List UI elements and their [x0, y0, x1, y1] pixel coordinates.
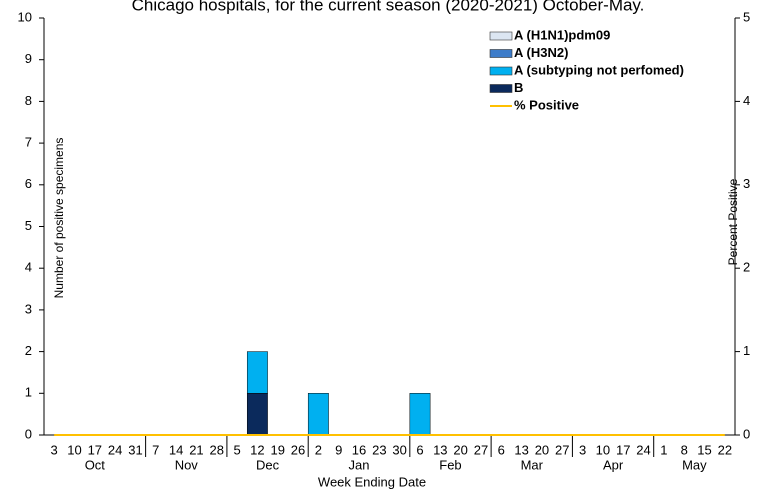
x-tick-label: 24 [636, 442, 650, 457]
y-tick-label: 3 [25, 301, 32, 316]
x-tick-label: 12 [250, 442, 264, 457]
x-tick-label: 28 [210, 442, 224, 457]
bar-segment [246, 351, 268, 394]
legend-swatch [489, 66, 513, 76]
y-tick-label: 0 [25, 426, 32, 441]
x-tick-label: 5 [233, 442, 240, 457]
x-group-label: Mar [521, 457, 544, 472]
x-tick-label: 21 [189, 442, 203, 457]
legend-label: % Positive [514, 97, 579, 112]
y-tick-label: 7 [25, 135, 32, 150]
x-group-label: May [682, 457, 707, 472]
x-group-label: Feb [439, 457, 461, 472]
x-tick-label: 26 [291, 442, 305, 457]
legend-swatch [489, 49, 513, 58]
y2-tick-label: 3 [743, 176, 750, 191]
x-tick-label: 9 [335, 442, 342, 457]
x-group-label: Jan [349, 457, 370, 472]
x-tick-label: 14 [169, 442, 183, 457]
x-tick-label: 27 [555, 442, 569, 457]
y-tick-label: 1 [25, 385, 32, 400]
x-tick-label: 20 [535, 442, 549, 457]
x-tick-label: 31 [128, 442, 142, 457]
x-tick-label: 10 [596, 442, 610, 457]
bar-segment [246, 393, 268, 436]
x-tick-label: 10 [67, 442, 81, 457]
y-tick-label: 9 [25, 51, 32, 66]
x-tick-label: 3 [579, 442, 586, 457]
x-tick-label: 6 [498, 442, 505, 457]
y-tick-label: 2 [25, 343, 32, 358]
x-tick-label: 17 [616, 442, 630, 457]
legend-label: A (H1N1)pdm09 [514, 27, 610, 42]
x-tick-label: 16 [352, 442, 366, 457]
y2-tick-label: 4 [743, 93, 750, 108]
y-tick-label: 4 [25, 260, 32, 275]
x-tick-label: 15 [697, 442, 711, 457]
x-tick-label: 2 [315, 442, 322, 457]
legend-swatch [489, 31, 513, 41]
bar-segment [307, 393, 329, 436]
x-group-label: Apr [603, 457, 624, 472]
legend-swatch [489, 84, 513, 93]
y2-tick-label: 2 [743, 260, 750, 275]
x-tick-label: 1 [660, 442, 667, 457]
x-tick-label: 20 [453, 442, 467, 457]
x-tick-label: 23 [372, 442, 386, 457]
x-group-label: Nov [175, 457, 199, 472]
y-tick-label: 8 [25, 93, 32, 108]
x-tick-label: 6 [416, 442, 423, 457]
x-tick-label: 13 [433, 442, 447, 457]
x-axis-title: Week Ending Date [318, 474, 426, 489]
y-tick-label: 6 [25, 176, 32, 191]
x-tick-label: 17 [88, 442, 102, 457]
y2-axis-title: Percent Positive [726, 178, 740, 265]
chart-title: Chicago hospitals, for the current seaso… [132, 0, 645, 14]
legend-label: A (subtyping not perfomed) [514, 62, 684, 77]
y2-tick-label: 0 [743, 426, 750, 441]
x-tick-label: 27 [474, 442, 488, 457]
y-tick-label: 5 [25, 218, 32, 233]
x-tick-label: 24 [108, 442, 122, 457]
x-tick-label: 7 [152, 442, 159, 457]
y-axis-title: Number of positive specimens [52, 138, 66, 299]
x-tick-label: 3 [51, 442, 58, 457]
legend-label: A (H3N2) [514, 45, 568, 60]
x-group-label: Dec [256, 457, 280, 472]
x-tick-label: 13 [514, 442, 528, 457]
x-tick-label: 30 [392, 442, 406, 457]
x-tick-label: 22 [718, 442, 732, 457]
y-tick-label: 10 [18, 9, 32, 24]
x-group-label: Oct [85, 457, 106, 472]
y2-tick-label: 1 [743, 343, 750, 358]
bar-segment [409, 393, 431, 436]
legend-label: B [514, 80, 523, 95]
y2-tick-label: 5 [743, 9, 750, 24]
x-tick-label: 8 [681, 442, 688, 457]
x-tick-label: 19 [270, 442, 284, 457]
